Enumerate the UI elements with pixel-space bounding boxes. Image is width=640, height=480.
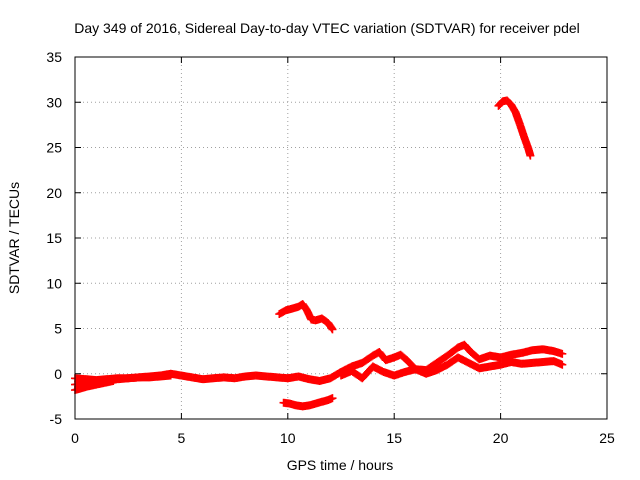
x-axis-label: GPS time / hours [287, 457, 394, 473]
y-tick-label: 25 [46, 140, 62, 156]
x-tick-label: 20 [493, 430, 509, 446]
y-axis-label: SDTVAR / TECUs [6, 182, 22, 294]
y-tick-label: 10 [46, 275, 62, 291]
y-tick-label: 5 [54, 321, 62, 337]
y-tick-label: 0 [54, 366, 62, 382]
series-markers [285, 341, 565, 385]
x-tick-label: 0 [71, 430, 79, 446]
y-tick-label: 15 [46, 230, 62, 246]
data-points [71, 96, 567, 411]
series-trace-4 [275, 300, 337, 334]
x-tick-label: 15 [386, 430, 402, 446]
axis-ticks: 0 5 10 15 20 25 -5 0 5 10 15 20 25 30 35 [46, 49, 615, 446]
series-markers [72, 377, 116, 394]
series-markers [338, 354, 566, 382]
series-markers [280, 394, 336, 411]
series-trace-7 [337, 353, 567, 383]
series-trace-2 [71, 371, 175, 385]
y-tick-label: 20 [46, 185, 62, 201]
x-tick-label: 10 [280, 430, 296, 446]
x-tick-label: 5 [178, 430, 186, 446]
y-tick-label: -5 [50, 411, 63, 427]
x-tick-label: 25 [599, 430, 615, 446]
chart-title: Day 349 of 2016, Sidereal Day-to-day VTE… [74, 20, 580, 36]
y-tick-label: 30 [46, 94, 62, 110]
series-trace-8 [494, 96, 535, 160]
grid [75, 57, 607, 419]
y-tick-label: 35 [46, 49, 62, 65]
series-trace-5 [279, 394, 337, 411]
series-markers [276, 300, 336, 333]
series-markers [495, 96, 535, 159]
